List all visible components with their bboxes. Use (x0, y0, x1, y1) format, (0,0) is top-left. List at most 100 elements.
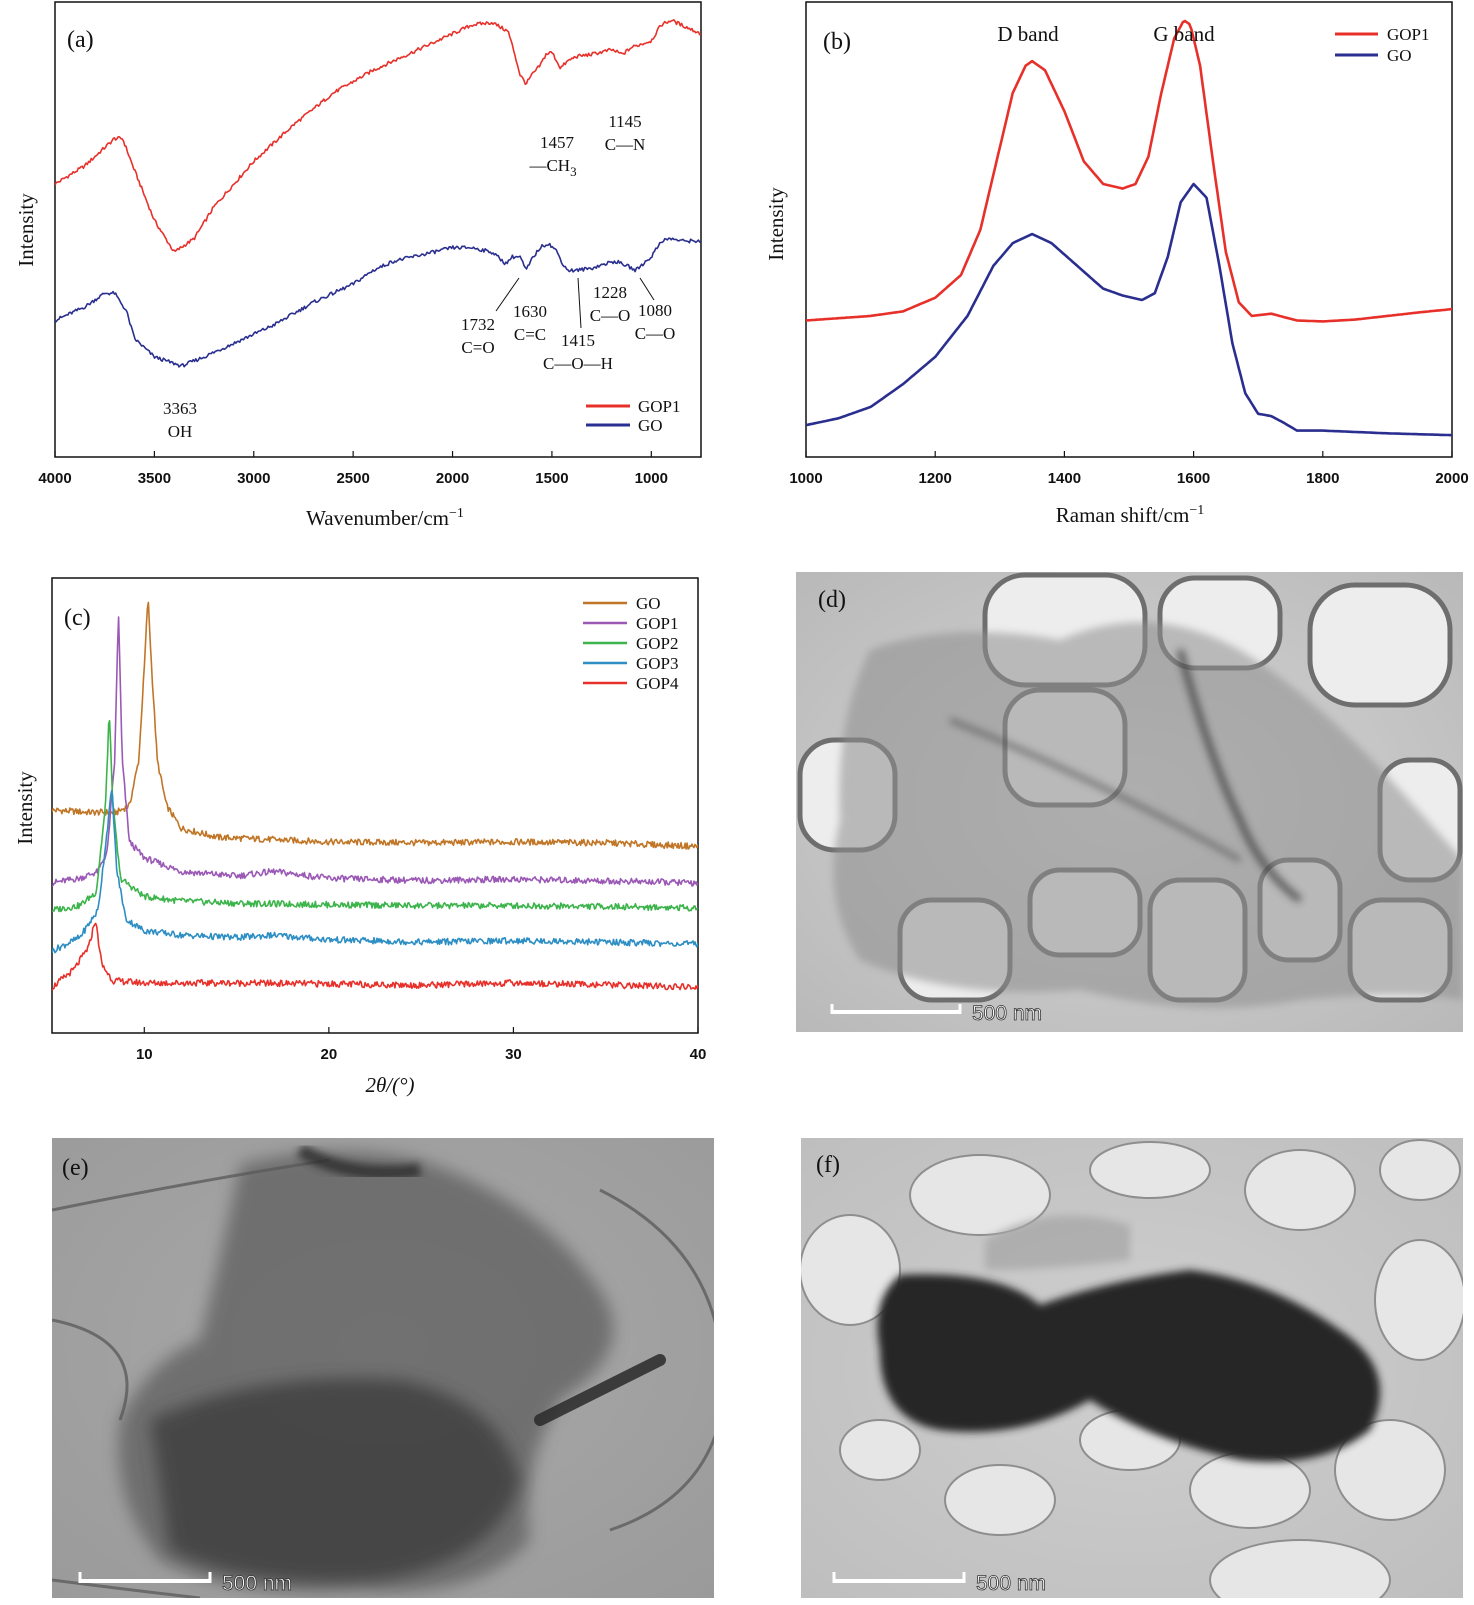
d-band-label: D band (997, 22, 1059, 46)
series-line-c-gop2 (52, 720, 698, 913)
panel-b: (b) 1000 1200 1400 1600 1800 2000 Intensity R… (764, 1, 1469, 527)
series-lines-a (55, 19, 701, 368)
legend-a-label-go: GO (638, 416, 663, 435)
annotation-1630-group: C=C (514, 325, 546, 344)
annotation-1457-group: —CH3 (528, 156, 576, 179)
x-tick-label-b-0: 1000 (789, 470, 822, 487)
x-ticks-c: 10 20 30 40 (136, 1027, 706, 1063)
x-tick-label-b-4: 1800 (1306, 470, 1339, 487)
x-ticks-b: 1000 1200 1400 1600 1800 2000 (789, 451, 1469, 487)
tem-e-label: (e) (62, 1155, 89, 1181)
annotation-1145-group: C—N (605, 135, 646, 154)
series-line-b-go (806, 182, 1452, 437)
x-tick-label-a-4: 2000 (436, 470, 469, 487)
x-axis-label-b-text: Raman shift/cm (1056, 503, 1190, 527)
tem-f-scale-text: 500 nm (976, 1572, 1046, 1595)
series-line-a-gop1 (55, 19, 701, 252)
annotation-1415: 1415 C—O—H (543, 277, 613, 373)
annotation-1415-group: C—O—H (543, 354, 613, 373)
legend-b: GOP1 GO (1335, 25, 1430, 65)
annotation-3363: 3363 OH (163, 399, 197, 441)
x-tick-label-c-2: 30 (505, 1046, 522, 1063)
tem-f-flake (877, 1215, 1380, 1462)
series-line-c-gop4 (52, 922, 698, 991)
x-tick-label-b-2: 1400 (1048, 470, 1081, 487)
x-axis-label-a: Wavenumber/cm−1 (306, 506, 464, 530)
legend-a: GOP1 GO (586, 397, 681, 435)
x-tick-label-a-5: 1500 (535, 470, 568, 487)
annotation-1630: 1630 C=C (513, 302, 547, 344)
legend-c-label-gop1: GOP1 (636, 614, 679, 633)
x-tick-label-b-1: 1200 (919, 470, 952, 487)
tem-f-label: (f) (816, 1152, 840, 1178)
legend-c-label-gop4: GOP4 (636, 674, 679, 693)
tem-image-e: 500 nm (e) (52, 1138, 714, 1598)
x-tick-label-b-5: 2000 (1435, 470, 1468, 487)
annotation-1457-number: 1457 (540, 133, 575, 152)
y-axis-label-c: Intensity (13, 771, 37, 845)
x-tick-label-a-6: 1000 (635, 470, 668, 487)
tem-d-scale-text: 500 nm (972, 1002, 1042, 1025)
x-axis-label-b-sup: −1 (1189, 503, 1204, 518)
plot-frame-c (51, 577, 699, 1034)
legend-b-label-gop1: GOP1 (1387, 25, 1430, 44)
series-lines-b (806, 19, 1452, 437)
legend-c-label-go: GO (636, 594, 661, 613)
annotation-1145: 1145 C—N (605, 112, 646, 154)
annotation-1228-group: C—O (590, 306, 631, 325)
series-line-c-go (52, 601, 698, 850)
annotation-1080: 1080 C—O (635, 277, 676, 343)
tem-d-flake (833, 622, 1463, 1008)
panel-label-c: (c) (64, 605, 91, 631)
x-axis-label-c: 2θ/(°) (365, 1073, 414, 1097)
annotations-a: 1457 —CH3 1145 C—N 1732 C=O 1630 C=C 141… (163, 112, 675, 441)
tem-d-label: (d) (818, 587, 846, 613)
legend-c: GO GOP1 GOP2 GOP3 GOP4 (583, 594, 679, 693)
legend-c-label-gop3: GOP3 (636, 654, 679, 673)
annotation-1080-leader (639, 277, 655, 301)
annotation-1080-number: 1080 (638, 301, 672, 320)
x-tick-label-c-0: 10 (136, 1046, 153, 1063)
annotation-1630-number: 1630 (513, 302, 547, 321)
series-line-c-gop3 (52, 790, 698, 954)
tem-e-flake (118, 1143, 666, 1592)
annotation-1732-group: C=O (461, 338, 494, 357)
legend-b-label-go: GO (1387, 46, 1412, 65)
annotation-1457: 1457 —CH3 (528, 133, 576, 179)
tem-e-scale-text: 500 nm (222, 1572, 292, 1595)
x-axis-label-a-text: Wavenumber/cm (306, 506, 449, 530)
annotation-1145-number: 1145 (608, 112, 641, 131)
series-line-a-go (55, 237, 701, 368)
series-line-b-gop1 (806, 19, 1452, 323)
annotation-1415-leader (577, 277, 582, 329)
annotation-1080-group: C—O (635, 324, 676, 343)
x-tick-label-a-3: 2500 (336, 470, 369, 487)
annotation-3363-group: OH (168, 422, 193, 441)
plot-frame-b (805, 1, 1453, 458)
x-axis-label-b: Raman shift/cm−1 (1056, 503, 1204, 527)
panel-label-b: (b) (823, 29, 851, 55)
annotation-1228: 1228 C—O (590, 283, 631, 325)
x-tick-label-a-2: 3000 (237, 470, 270, 487)
annotation-1415-number: 1415 (561, 331, 595, 350)
annotation-1732-leader (495, 277, 520, 312)
annotation-1228-number: 1228 (593, 283, 627, 302)
g-band-label: G band (1153, 22, 1215, 46)
legend-c-label-gop2: GOP2 (636, 634, 679, 653)
annotation-1732: 1732 C=O (461, 277, 520, 357)
plot-frame-a (54, 1, 702, 458)
x-ticks-a: 4000 3500 3000 2500 2000 1500 1000 (38, 451, 668, 487)
y-axis-label-a: Intensity (14, 193, 38, 267)
panel-c: (c) 10 20 30 40 Intensity 2θ/(°) GO GOP1 GO… (13, 577, 706, 1097)
x-tick-label-c-1: 20 (321, 1046, 338, 1063)
legend-a-label-gop1: GOP1 (638, 397, 681, 416)
y-axis-label-b: Intensity (764, 187, 788, 261)
x-tick-label-a-0: 4000 (38, 470, 71, 487)
tem-image-f: 500 nm (f) (801, 1138, 1463, 1598)
x-tick-label-a-1: 3500 (138, 470, 171, 487)
series-line-c-gop1 (52, 616, 698, 887)
panel-a: (a) 4000 3500 3000 2500 2000 1500 1000 Intensi… (14, 1, 702, 530)
x-tick-label-c-3: 40 (690, 1046, 707, 1063)
tem-f-grid-holes (801, 1139, 1463, 1598)
